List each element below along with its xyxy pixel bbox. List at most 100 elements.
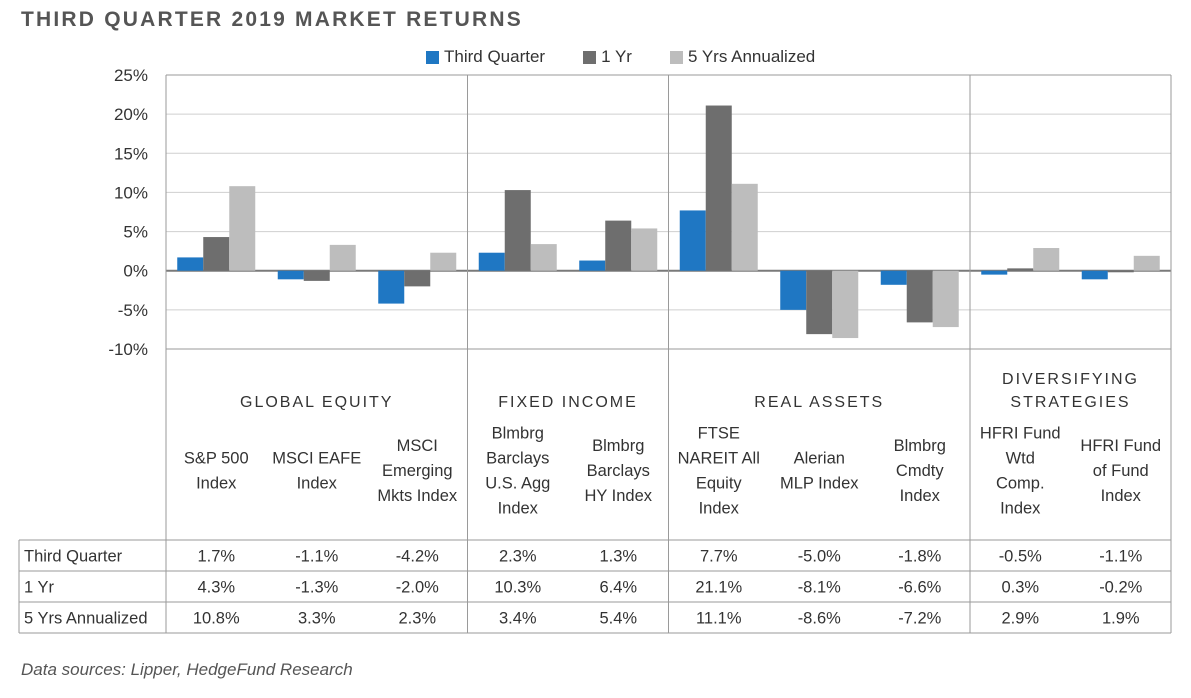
category-label: of Fund [1093, 462, 1149, 480]
legend-item: Third Quarter [426, 47, 545, 67]
category-label: Index [1101, 487, 1142, 505]
category-label: S&P 500 [184, 450, 249, 468]
bar [1007, 268, 1034, 271]
table-cell: 4.3% [197, 579, 235, 597]
y-tick-label: 10% [114, 183, 148, 202]
table-cell: 10.3% [494, 579, 541, 597]
y-tick-label: -10% [108, 340, 148, 359]
category-label: Index [1000, 500, 1041, 518]
legend-swatch [669, 50, 683, 64]
table-cell: 2.3% [398, 610, 436, 628]
group-label: STRATEGIES [1010, 394, 1130, 411]
category-label: U.S. Agg [485, 475, 550, 493]
category-label: Index [699, 500, 740, 518]
group-label: REAL ASSETS [754, 394, 884, 411]
bar [731, 183, 758, 271]
legend-swatch [583, 50, 597, 64]
category-label: MSCI EAFE [272, 450, 361, 468]
bar [981, 270, 1008, 275]
group-label: FIXED INCOME [498, 394, 638, 411]
table-cell: -0.2% [1099, 579, 1142, 597]
bar [705, 105, 732, 271]
legend-swatch [426, 50, 439, 64]
legend-item: 5 Yrs Annualized [669, 47, 816, 67]
category-label: Blmbrg [894, 437, 946, 455]
table-cell: 11.1% [696, 610, 742, 628]
legend-label: 5 Yrs Annualized [687, 47, 816, 66]
table-cell: -1.1% [1099, 548, 1142, 566]
bar [880, 270, 907, 285]
bar [478, 252, 505, 271]
chart-title: THIRD QUARTER 2019 MARKET RETURNS [21, 8, 523, 31]
category-label: FTSE [698, 425, 740, 443]
group-label: GLOBAL EQUITY [240, 394, 393, 411]
category-label: HFRI Fund [980, 425, 1061, 443]
bar [780, 270, 807, 310]
category-label: Barclays [587, 462, 650, 480]
bar [631, 228, 658, 271]
table-cell: 2.9% [1001, 610, 1039, 628]
category-label: Index [498, 500, 539, 518]
table-cell: -8.1% [798, 579, 841, 597]
y-tick-label: 5% [123, 223, 148, 242]
table-row-label: 1 Yr [24, 579, 54, 597]
category-label: Cmdty [896, 462, 944, 480]
bar [1033, 248, 1060, 271]
bar [229, 186, 256, 271]
table-cell: 1.3% [599, 548, 637, 566]
table-cell: -1.3% [295, 579, 338, 597]
y-tick-label: 20% [114, 105, 148, 124]
category-label: Mkts Index [377, 487, 458, 505]
table-cell: 3.4% [499, 610, 537, 628]
y-tick-label: -5% [118, 301, 148, 320]
bar [329, 244, 356, 271]
table-cell: 21.1% [695, 579, 742, 597]
bar [605, 220, 632, 271]
table-cell: 6.4% [599, 579, 637, 597]
table-cell: -4.2% [396, 548, 439, 566]
category-label: Emerging [382, 462, 453, 480]
table-cell: -6.6% [898, 579, 941, 597]
y-tick-label: 25% [114, 66, 148, 85]
bar [906, 270, 933, 323]
legend: Third Quarter 1 Yr 5 Yrs Annualized [426, 46, 853, 68]
table-cell: 3.3% [298, 610, 336, 628]
bar [1133, 255, 1160, 271]
table-cell: 2.3% [499, 548, 537, 566]
bar [404, 270, 431, 287]
bar [679, 210, 706, 271]
bar [504, 190, 531, 271]
bar [1107, 270, 1134, 273]
category-label: Blmbrg [592, 437, 644, 455]
source-note: Data sources: Lipper, HedgeFund Research [21, 660, 353, 679]
table-row-label: Third Quarter [24, 548, 123, 566]
category-label: Index [297, 475, 338, 493]
group-label: DIVERSIFYING [1002, 371, 1139, 388]
category-label: HY Index [584, 487, 652, 505]
bar [530, 244, 557, 271]
legend-label: Third Quarter [444, 47, 546, 66]
table-row-label: 5 Yrs Annualized [24, 610, 148, 628]
category-label: Equity [696, 475, 743, 493]
legend-label: 1 Yr [601, 47, 632, 66]
category-label: MLP Index [780, 475, 859, 493]
legend-item: 1 Yr [583, 47, 632, 67]
table-cell: 5.4% [599, 610, 637, 628]
table-cell: 10.8% [193, 610, 240, 628]
category-label: Wtd [1006, 450, 1035, 468]
category-label: Index [196, 475, 237, 493]
table-cell: -7.2% [898, 610, 941, 628]
bar [203, 237, 230, 271]
table-cell: 1.9% [1102, 610, 1140, 628]
table-cell: 7.7% [700, 548, 738, 566]
bar [277, 270, 304, 280]
bar [378, 270, 405, 304]
y-tick-label: 15% [114, 144, 148, 163]
table-cell: -8.6% [798, 610, 841, 628]
table-cell: -0.5% [999, 548, 1042, 566]
bar [932, 270, 959, 328]
bar [177, 257, 204, 271]
table-cell: -2.0% [396, 579, 439, 597]
category-label: MSCI [397, 437, 438, 455]
